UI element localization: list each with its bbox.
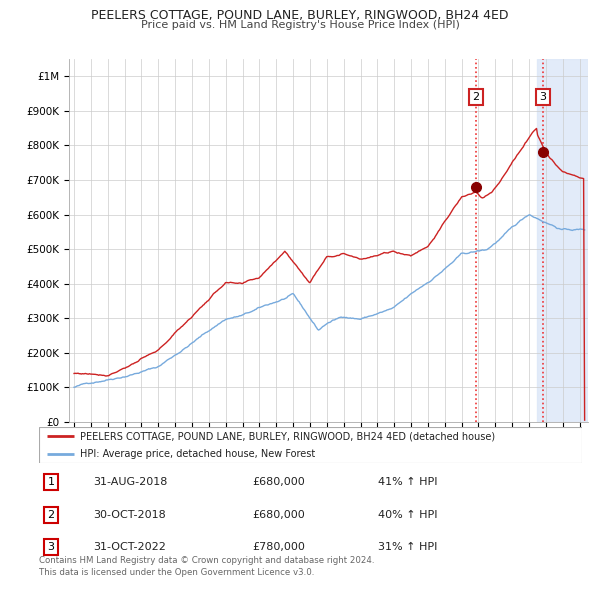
Text: 2: 2 — [472, 92, 479, 102]
Text: 41% ↑ HPI: 41% ↑ HPI — [378, 477, 437, 487]
Text: HPI: Average price, detached house, New Forest: HPI: Average price, detached house, New … — [80, 448, 315, 458]
Text: 3: 3 — [539, 92, 547, 102]
Text: 30-OCT-2018: 30-OCT-2018 — [93, 510, 166, 520]
Bar — [538, 59, 588, 422]
Text: Contains HM Land Registry data © Crown copyright and database right 2024.
This d: Contains HM Land Registry data © Crown c… — [39, 556, 374, 577]
Text: Price paid vs. HM Land Registry's House Price Index (HPI): Price paid vs. HM Land Registry's House … — [140, 21, 460, 30]
Text: 31-OCT-2022: 31-OCT-2022 — [93, 542, 166, 552]
Text: £680,000: £680,000 — [252, 510, 305, 520]
Text: 31% ↑ HPI: 31% ↑ HPI — [378, 542, 437, 552]
Text: £780,000: £780,000 — [252, 542, 305, 552]
Text: £680,000: £680,000 — [252, 477, 305, 487]
Text: PEELERS COTTAGE, POUND LANE, BURLEY, RINGWOOD, BH24 4ED: PEELERS COTTAGE, POUND LANE, BURLEY, RIN… — [91, 9, 509, 22]
Text: 31-AUG-2018: 31-AUG-2018 — [93, 477, 167, 487]
Text: 3: 3 — [47, 542, 55, 552]
Text: PEELERS COTTAGE, POUND LANE, BURLEY, RINGWOOD, BH24 4ED (detached house): PEELERS COTTAGE, POUND LANE, BURLEY, RIN… — [80, 431, 495, 441]
Text: 1: 1 — [47, 477, 55, 487]
Text: 2: 2 — [47, 510, 55, 520]
Text: 40% ↑ HPI: 40% ↑ HPI — [378, 510, 437, 520]
